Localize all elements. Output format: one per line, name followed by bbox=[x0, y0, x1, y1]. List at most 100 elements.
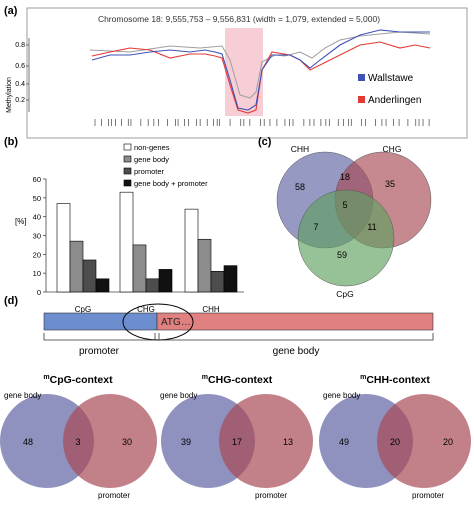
bar bbox=[145, 278, 160, 293]
panel-a-frame bbox=[26, 7, 468, 139]
bar bbox=[197, 238, 212, 293]
legend-swatch-anderlingen bbox=[358, 96, 365, 103]
legend-label-promoter: promoter bbox=[134, 167, 165, 176]
venn-value: 7 bbox=[313, 222, 318, 232]
panel-d: (d) ATG… promoter gene body mCpG-context… bbox=[0, 295, 471, 500]
venn-value: 5 bbox=[342, 200, 347, 210]
category-label: CHG bbox=[137, 305, 155, 314]
venn-title: mCpG-context bbox=[43, 374, 113, 386]
legend-label-gene-body-promoter: gene body + promoter bbox=[134, 179, 208, 188]
legend-label-anderlingen: Anderlingen bbox=[368, 95, 421, 106]
venn-label-promoter: promoter bbox=[412, 491, 444, 500]
panel-b-label: (b) bbox=[4, 136, 18, 148]
legend-swatch-non-genes bbox=[123, 143, 132, 151]
legend-label-non-genes: non-genes bbox=[134, 143, 170, 152]
venn-value-both: 20 bbox=[390, 437, 400, 447]
venn-label-gene-body: gene body bbox=[160, 391, 197, 400]
panel-a: (a) Chromosome 18: 9,555,753 – 9,556,831… bbox=[4, 5, 468, 139]
promoter-bar bbox=[43, 312, 158, 331]
venn-title-text: CpG-context bbox=[50, 374, 114, 386]
venn-title-sup: m bbox=[202, 374, 208, 381]
cpg-site-ticks bbox=[94, 119, 430, 126]
venn-value-promoter: 13 bbox=[283, 437, 293, 447]
venn-circle-promoter bbox=[63, 394, 157, 488]
bar bbox=[223, 265, 238, 293]
venn-circle-promoter bbox=[377, 394, 471, 488]
venn-value: 35 bbox=[385, 179, 395, 189]
venn-value: 59 bbox=[337, 250, 347, 260]
gene-body-bar bbox=[156, 312, 434, 331]
venn-label-promoter: promoter bbox=[98, 491, 130, 500]
panel-a-ylabel: Methylation bbox=[6, 77, 13, 113]
venn-title-sup: m bbox=[360, 374, 366, 381]
panel-c-label: (c) bbox=[258, 136, 272, 148]
ytick-label: 0.4 bbox=[15, 81, 25, 88]
legend-swatch-wallstawe bbox=[358, 74, 365, 81]
venn-value-both: 17 bbox=[232, 437, 242, 447]
bar bbox=[56, 203, 71, 293]
ytick-label: 0 bbox=[37, 288, 41, 297]
legend-swatch-gene-body bbox=[123, 155, 132, 163]
venn-circle-promoter bbox=[219, 394, 313, 488]
venn-value-gene-body: 49 bbox=[339, 437, 349, 447]
ytick-label: 20 bbox=[33, 250, 41, 259]
atg-ellipse bbox=[122, 303, 194, 341]
venn-value-promoter: 20 bbox=[443, 437, 453, 447]
bar bbox=[95, 278, 110, 293]
venn-title: mCHH-context bbox=[360, 374, 430, 386]
venn-label-chh: CHH bbox=[291, 144, 309, 154]
promoter-bracket bbox=[43, 333, 156, 341]
bar bbox=[158, 269, 173, 293]
bar bbox=[184, 208, 199, 293]
venn-circle-cpg bbox=[297, 189, 395, 287]
venn-title-sup: m bbox=[43, 374, 49, 381]
venn-value: 58 bbox=[295, 182, 305, 192]
ytick-label: 60 bbox=[33, 175, 41, 184]
bar bbox=[69, 240, 84, 293]
legend-swatch-promoter bbox=[123, 167, 132, 175]
ytick-label: 40 bbox=[33, 213, 41, 222]
legend-swatch-gene-body-promoter bbox=[123, 179, 132, 187]
venn-label-promoter: promoter bbox=[255, 491, 287, 500]
category-label: CpG bbox=[75, 305, 91, 314]
venn-label-gene-body: gene body bbox=[4, 391, 41, 400]
venn-cpg-context: mCpG-context gene body promoter 48 3 30 bbox=[0, 374, 157, 500]
venn-chg-context: mCHG-context gene body promoter 39 17 13 bbox=[160, 374, 313, 500]
anderlingen-line bbox=[91, 41, 431, 114]
ytick-label: 0.6 bbox=[15, 63, 25, 70]
ytick-label: 50 bbox=[33, 194, 41, 203]
ytick-label: 0.8 bbox=[15, 42, 25, 49]
venn-value-both: 3 bbox=[75, 437, 80, 447]
venn-chh-context: mCHH-context gene body promoter 49 20 20 bbox=[319, 374, 471, 500]
ytick-label: 0.2 bbox=[15, 97, 25, 104]
bar bbox=[210, 270, 225, 293]
venn-value-gene-body: 48 bbox=[23, 437, 33, 447]
panel-b-ylabel: [%] bbox=[15, 217, 27, 226]
venn-value-promoter: 30 bbox=[122, 437, 132, 447]
bar bbox=[82, 259, 97, 293]
category-label: CHH bbox=[202, 305, 220, 314]
wallstawe-line bbox=[91, 29, 430, 111]
venn-title-text: CHG-context bbox=[208, 374, 273, 386]
atg-label: ATG… bbox=[161, 317, 191, 328]
panel-a-title: Chromosome 18: 9,555,753 – 9,556,831 (wi… bbox=[98, 14, 380, 24]
legend-label-gene-body: gene body bbox=[134, 155, 169, 164]
panel-c: (c) CHH CHG CpG 58 18 35 5 7 11 59 bbox=[258, 136, 432, 299]
panel-b: (b) non-genes gene body promoter gene bo… bbox=[4, 136, 244, 314]
gene-body-label: gene body bbox=[273, 346, 320, 357]
legend-label-wallstawe: Wallstawe bbox=[368, 73, 414, 84]
venn-value: 11 bbox=[367, 222, 376, 232]
bar-chart: 0 10 20 30 40 50 60 CpG CHG CHH bbox=[33, 175, 244, 314]
gene-body-bracket bbox=[158, 333, 434, 341]
bar bbox=[132, 244, 147, 293]
venn-label-cpg: CpG bbox=[336, 289, 353, 299]
promoter-label: promoter bbox=[79, 346, 120, 357]
ytick-label: 30 bbox=[33, 232, 41, 241]
venn-value-gene-body: 39 bbox=[181, 437, 191, 447]
ytick-label: 10 bbox=[33, 269, 41, 278]
venn-label-chg: CHG bbox=[383, 144, 402, 154]
venn-value: 18 bbox=[340, 172, 350, 182]
venn-title-text: CHH-context bbox=[366, 374, 430, 386]
